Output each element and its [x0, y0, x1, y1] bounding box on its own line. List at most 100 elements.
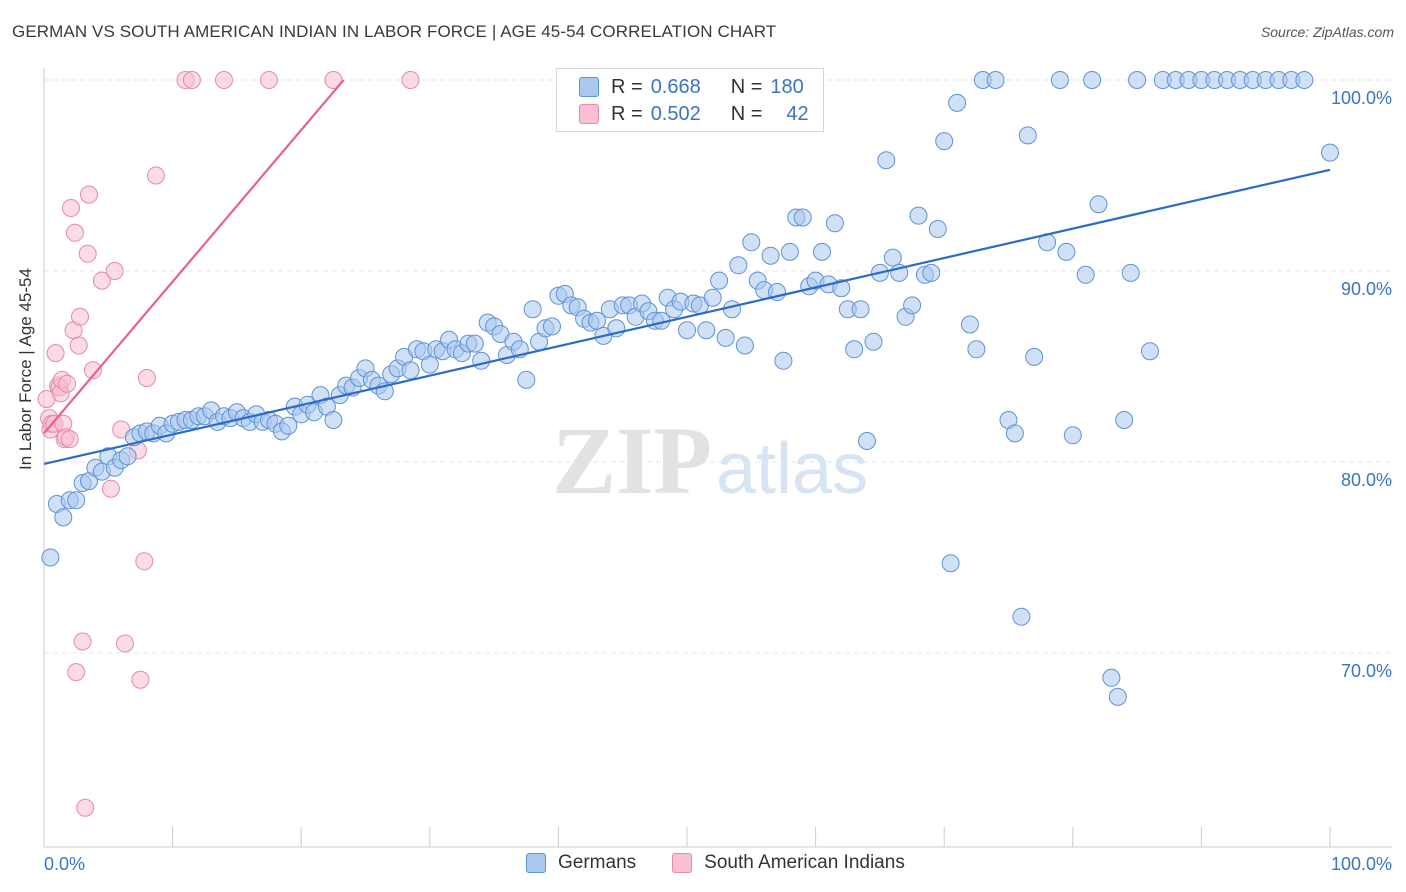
data-point — [182, 71, 201, 89]
series-swatch-south-american-indians — [672, 853, 693, 873]
data-point — [948, 93, 967, 112]
south-american-indians-points — [37, 71, 420, 817]
data-point — [116, 634, 134, 653]
data-point — [1295, 71, 1314, 89]
data-point — [1063, 426, 1082, 445]
data-point — [105, 262, 124, 280]
data-point — [465, 334, 484, 353]
data-point — [813, 242, 831, 261]
data-point — [58, 374, 77, 393]
data-point — [78, 244, 97, 263]
data-point — [716, 328, 735, 347]
data-point — [83, 361, 102, 380]
data-point — [825, 214, 844, 233]
data-point — [883, 248, 902, 267]
legend-r-value-south-american-indians: 0.502 — [650, 102, 701, 125]
germans-points — [41, 71, 1339, 706]
data-point — [697, 321, 716, 340]
watermark-atlas: atlas — [716, 429, 868, 509]
data-point — [864, 332, 883, 351]
legend-swatch-south-american-indians — [579, 104, 599, 124]
data-point — [793, 208, 812, 227]
data-point — [986, 71, 1005, 89]
watermark: ZIP atlas — [552, 407, 868, 514]
series-swatch-germans — [526, 853, 546, 873]
grid-lines — [44, 79, 1392, 654]
data-point — [60, 430, 79, 449]
data-point — [710, 271, 729, 290]
data-point — [1083, 71, 1102, 89]
legend-row-germans: R = 0.668 N = 180 — [579, 75, 804, 99]
data-point — [215, 71, 233, 89]
data-point — [1076, 265, 1095, 284]
data-point — [420, 355, 439, 374]
data-point — [67, 663, 86, 682]
data-point — [742, 233, 761, 252]
series-legend-germans: Germans — [526, 852, 636, 874]
data-point — [588, 311, 606, 330]
legend-row-south-american-indians: R = 0.502 N = 42 — [579, 102, 809, 126]
data-point — [517, 370, 536, 389]
data-point — [324, 71, 343, 89]
data-point — [1012, 607, 1031, 626]
legend-r-value-germans: 0.668 — [650, 75, 701, 98]
data-point — [401, 71, 420, 89]
data-point — [928, 220, 947, 238]
south-american-indians-trend-line — [43, 79, 345, 435]
data-point — [877, 151, 896, 170]
data-point — [922, 263, 941, 282]
legend-n-label: N = — [730, 102, 763, 125]
data-point — [1089, 195, 1108, 214]
data-point — [1321, 143, 1339, 162]
data-point — [67, 491, 86, 510]
data-point — [543, 317, 561, 336]
data-point — [1057, 242, 1076, 261]
data-point — [960, 315, 979, 334]
tick-labels: 70.0% 80.0% 90.0% 100.0% 0.0% 100.0% — [44, 88, 1392, 874]
data-point — [523, 300, 542, 319]
series-name-south-american-indians: South American Indians — [704, 852, 905, 873]
y-tick-label: 70.0% — [1341, 661, 1392, 681]
data-point — [1102, 668, 1121, 687]
data-point — [146, 166, 165, 185]
data-point — [65, 223, 84, 242]
data-point — [845, 340, 864, 359]
data-point — [137, 369, 156, 387]
x-tick-label-min: 0.0% — [44, 854, 85, 874]
series-legend: Germans South American Indians — [526, 852, 941, 874]
data-point — [46, 344, 65, 363]
data-point — [832, 279, 851, 298]
data-point — [723, 300, 741, 319]
y-tick-label: 80.0% — [1341, 470, 1392, 490]
y-tick-label: 90.0% — [1341, 279, 1392, 299]
trend-lines — [43, 79, 1331, 465]
data-point — [324, 411, 343, 429]
data-point — [92, 271, 111, 290]
data-point — [735, 336, 754, 355]
chart-title: GERMAN VS SOUTH AMERICAN INDIAN IN LABOR… — [12, 22, 777, 41]
legend-n-label: N = — [730, 75, 763, 98]
germans-trend-line — [43, 168, 1331, 465]
data-point — [903, 296, 922, 315]
data-point — [774, 351, 793, 370]
legend-n-value-south-american-indians: 42 — [786, 102, 809, 125]
data-point — [1108, 687, 1127, 706]
data-point — [101, 479, 120, 498]
data-point — [1141, 342, 1159, 361]
data-point — [62, 199, 80, 217]
y-axis-label: In Labor Force | Age 45-54 — [16, 268, 35, 470]
data-point — [941, 554, 960, 573]
data-point — [73, 632, 92, 651]
data-point — [1121, 263, 1140, 282]
data-point — [967, 340, 986, 359]
data-point — [858, 432, 876, 450]
data-point — [678, 321, 696, 340]
data-point — [71, 307, 89, 326]
data-point — [472, 351, 491, 370]
data-point — [909, 206, 928, 225]
legend-r-label: R = — [611, 75, 643, 98]
correlation-legend: R = 0.668 N = 180 R = 0.502 N = 42 — [556, 68, 824, 132]
data-point — [401, 361, 420, 380]
data-point — [54, 508, 73, 527]
